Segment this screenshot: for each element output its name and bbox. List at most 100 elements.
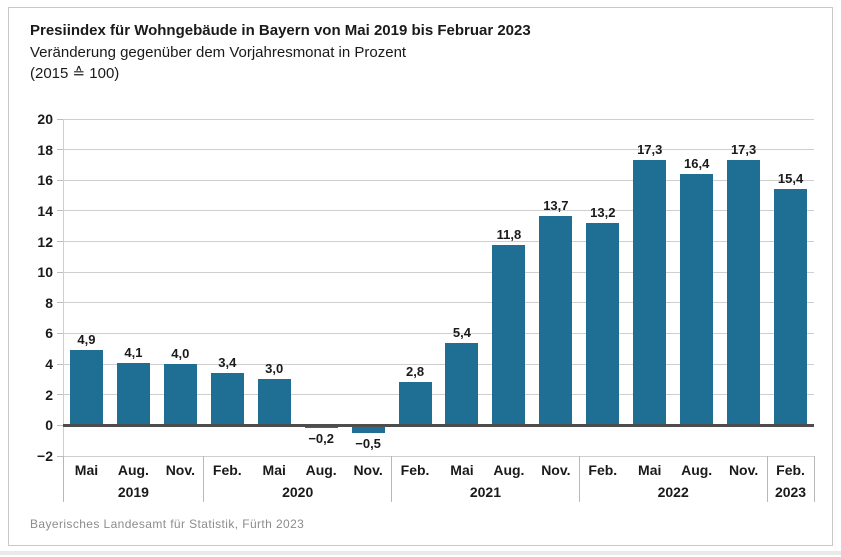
year-label: 2021 <box>469 484 502 500</box>
year-label: 2020 <box>282 484 314 500</box>
zero-axis-line <box>63 423 814 427</box>
y-axis-tick <box>57 302 63 304</box>
gridline <box>63 455 814 457</box>
bar <box>727 160 761 426</box>
month-label: Nov. <box>353 462 383 478</box>
bar-value-label: 3,0 <box>265 361 284 377</box>
y-axis-tick <box>57 424 63 426</box>
gridline <box>63 271 814 273</box>
bar-value-label: 3,4 <box>218 355 237 371</box>
bar <box>163 364 197 426</box>
source-note: Bayerisches Landesamt für Statistik, Für… <box>30 517 305 531</box>
y-axis-label: 20 <box>37 111 53 127</box>
month-label: Mai <box>74 462 99 478</box>
month-label: Aug. <box>681 462 713 478</box>
bar <box>116 362 150 426</box>
month-label: Mai <box>262 462 286 478</box>
month-label: Feb. <box>400 462 430 478</box>
gridline <box>63 363 814 365</box>
chart-subtitle: Veränderung gegenüber dem Vorjahresmonat… <box>30 44 407 61</box>
bar <box>445 342 479 426</box>
group-separator <box>578 456 580 502</box>
chart-title: Presiindex für Wohngebäude in Bayern von… <box>30 22 531 39</box>
bar-value-label: 4,1 <box>124 344 143 360</box>
bar-value-label: 17,3 <box>730 142 757 158</box>
gridline <box>63 210 814 212</box>
y-axis-label: 0 <box>45 417 53 434</box>
bar-value-label: 16,4 <box>684 156 710 172</box>
month-label: Mai <box>638 462 662 478</box>
gridline <box>63 179 814 181</box>
year-label: 2019 <box>117 484 149 500</box>
bar <box>304 425 338 429</box>
y-axis-tick <box>57 455 63 457</box>
group-separator <box>391 456 393 502</box>
gridline <box>63 149 814 151</box>
bar <box>69 350 103 426</box>
y-axis-tick <box>57 179 63 181</box>
group-separator <box>766 456 768 502</box>
bar-value-label: 11,8 <box>496 226 522 242</box>
y-axis-tick <box>57 149 63 151</box>
month-label: Nov. <box>541 462 571 478</box>
y-axis-label: 10 <box>37 264 53 281</box>
month-label: Feb. <box>776 462 805 478</box>
y-axis-label: 6 <box>45 325 53 342</box>
month-label: Feb. <box>588 462 618 478</box>
bar-value-label: 4,0 <box>171 346 190 362</box>
bar-value-label: 2,8 <box>405 364 425 380</box>
group-separator <box>813 456 815 502</box>
bar-value-label: 13,7 <box>543 197 569 213</box>
y-axis-tick <box>57 118 63 120</box>
bar <box>351 425 385 434</box>
bar <box>633 160 667 426</box>
month-label: Aug. <box>305 462 337 478</box>
y-axis-tick <box>57 241 63 243</box>
chart-base-note: (2015 ≙ 100) <box>30 65 120 82</box>
bar-value-label: 5,4 <box>452 324 471 340</box>
bar <box>586 223 620 426</box>
y-axis-label: 4 <box>45 356 53 373</box>
bar <box>539 215 573 426</box>
bar <box>680 174 714 426</box>
year-label: 2022 <box>657 484 689 500</box>
month-label: Aug. <box>493 462 525 478</box>
bar-value-label: −0,2 <box>308 431 334 447</box>
bar-value-label: 17,3 <box>637 142 663 158</box>
y-axis-tick <box>57 271 63 273</box>
year-label: 2023 <box>774 484 807 500</box>
month-label: Nov. <box>728 462 759 478</box>
group-separator <box>63 456 64 502</box>
month-label: Mai <box>450 462 474 478</box>
bar <box>210 373 244 426</box>
bar-value-label: 13,2 <box>590 205 616 221</box>
bar-chart-plot-area: 20 18 16 14 12 10 8 6 4 2 0 −2 4,9 Mai 4,1 Aug. 4,0 Nov. 2… <box>9 8 832 545</box>
bar <box>257 379 291 426</box>
y-axis-label: 12 <box>37 233 53 250</box>
window-edge-strip <box>0 551 841 555</box>
month-label: Aug. <box>117 462 149 478</box>
gridline <box>63 118 814 120</box>
y-axis-tick <box>57 394 63 396</box>
y-axis-tick <box>57 363 63 365</box>
gridline <box>63 241 814 243</box>
month-label: Feb. <box>212 462 242 478</box>
y-axis-label: 18 <box>37 141 53 158</box>
bar <box>398 382 432 426</box>
gridline <box>63 394 814 396</box>
bar-value-label: 4,9 <box>77 332 96 348</box>
y-axis-line <box>63 119 64 456</box>
y-axis-label: 2 <box>45 386 53 403</box>
y-axis-label: 16 <box>37 172 53 189</box>
gridline <box>63 302 814 304</box>
y-axis-label: 8 <box>45 294 53 311</box>
y-axis-tick <box>57 332 63 334</box>
bar-value-label: −0,5 <box>355 436 381 452</box>
y-axis-label: −2 <box>37 448 53 464</box>
gridline <box>63 332 814 334</box>
bar <box>492 244 526 426</box>
y-axis-label: 14 <box>37 202 53 219</box>
group-separator <box>203 456 205 502</box>
bar <box>774 189 808 426</box>
y-axis-tick <box>57 210 63 212</box>
